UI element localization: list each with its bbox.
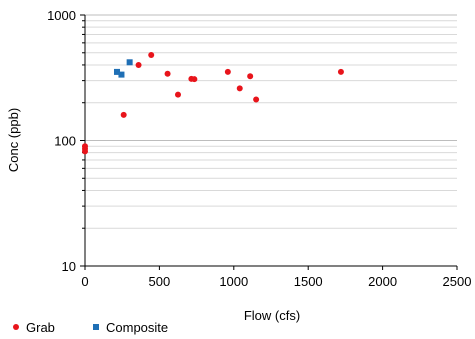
y-tick-label: 100 bbox=[54, 134, 76, 149]
data-points bbox=[82, 52, 344, 155]
legend-marker-composite bbox=[93, 324, 99, 330]
composite-point bbox=[118, 71, 125, 78]
grab-point bbox=[236, 85, 243, 92]
grab-point bbox=[191, 76, 198, 83]
legend-label: Grab bbox=[26, 320, 55, 335]
x-axis-title: Flow (cfs) bbox=[244, 308, 300, 323]
grab-point bbox=[120, 111, 127, 118]
composite-point bbox=[126, 59, 133, 66]
grab-point bbox=[337, 68, 344, 75]
x-tick-label: 1500 bbox=[294, 274, 323, 289]
gridlines bbox=[85, 14, 457, 229]
grab-point bbox=[253, 96, 260, 103]
grab-point bbox=[148, 52, 155, 59]
legend-marker-grab bbox=[13, 324, 19, 330]
legend: Grab Composite bbox=[13, 320, 168, 335]
x-tick-label: 2500 bbox=[443, 274, 472, 289]
x-tick-label: 0 bbox=[81, 274, 88, 289]
grab-point bbox=[164, 70, 171, 77]
grab-point bbox=[82, 143, 88, 150]
grab-point bbox=[135, 61, 142, 68]
x-tick-label: 1000 bbox=[219, 274, 248, 289]
grab-point bbox=[175, 91, 181, 98]
y-axis-title: Conc (ppb) bbox=[6, 108, 21, 172]
composite-point bbox=[113, 68, 120, 75]
axes bbox=[80, 14, 458, 270]
y-tick-label: 10 bbox=[62, 259, 76, 274]
grab-point bbox=[224, 68, 231, 75]
grab-point bbox=[247, 73, 254, 80]
tick-labels: 0 500 1000 1500 2000 2500 10 100 1000 bbox=[47, 8, 471, 289]
x-tick-label: 2000 bbox=[368, 274, 397, 289]
x-tick-label: 500 bbox=[149, 274, 171, 289]
legend-label: Composite bbox=[106, 320, 168, 335]
y-tick-label: 1000 bbox=[47, 8, 76, 23]
